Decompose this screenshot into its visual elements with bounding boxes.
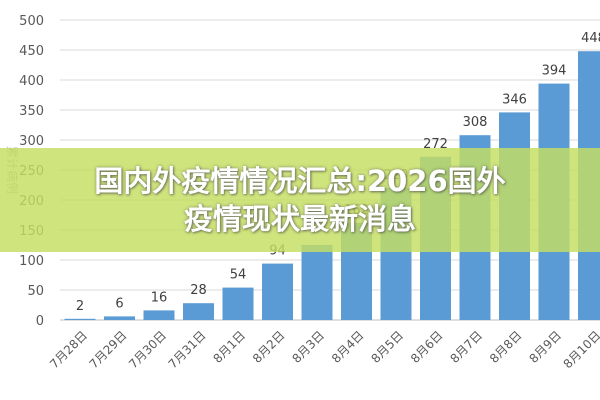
bar: [262, 263, 293, 320]
x-tick-label: 8月3日: [289, 328, 327, 366]
data-label: 394: [542, 64, 567, 79]
data-label: 2: [76, 299, 84, 314]
y-tick-label: 400: [19, 74, 44, 89]
y-tick-label: 50: [27, 284, 44, 299]
data-label: 346: [502, 92, 527, 107]
x-tick-label: 8月4日: [329, 328, 367, 366]
data-label: 308: [463, 115, 488, 130]
x-tick-label: 8月8日: [487, 328, 525, 366]
bar: [64, 318, 96, 320]
x-tick-label: 7月29日: [87, 328, 130, 371]
x-tick-label: 7月30日: [126, 328, 169, 371]
title-banner: 国内外疫情情况汇总:2026国外 疫情现状最新消息: [0, 148, 600, 252]
x-tick-label: 8月7日: [447, 328, 485, 366]
data-label: 54: [230, 268, 247, 283]
x-tick-label: 8月2日: [250, 328, 288, 366]
data-label: 448: [581, 31, 600, 46]
x-tick-label: 7月28日: [47, 328, 90, 371]
bar: [222, 287, 254, 320]
data-label: 16: [151, 290, 168, 305]
y-tick-label: 100: [19, 254, 44, 269]
x-tick-label: 8月9日: [526, 328, 564, 366]
bar: [183, 303, 214, 320]
bar: [143, 310, 175, 320]
y-tick-label: 300: [19, 134, 44, 149]
banner-title-line-2: 疫情现状最新消息: [183, 202, 416, 236]
y-tick-label: 350: [19, 104, 44, 119]
x-tick-label: 8月5日: [368, 328, 406, 366]
y-tick-label: 500: [19, 14, 44, 29]
x-tick-label: 8月6日: [408, 328, 446, 366]
banner-title-line-1: 国内外疫情情况汇总:2026国外: [94, 164, 506, 198]
x-tick-label: 8月10日: [561, 328, 600, 371]
y-tick-label: 450: [19, 44, 44, 59]
x-tick-label: 7月31日: [166, 328, 209, 371]
x-tick-label: 8月1日: [210, 328, 248, 366]
bar: [301, 245, 333, 320]
data-label: 28: [190, 283, 207, 298]
y-tick-label: 0: [36, 314, 44, 329]
bar: [104, 316, 135, 320]
data-label: 6: [115, 296, 123, 311]
